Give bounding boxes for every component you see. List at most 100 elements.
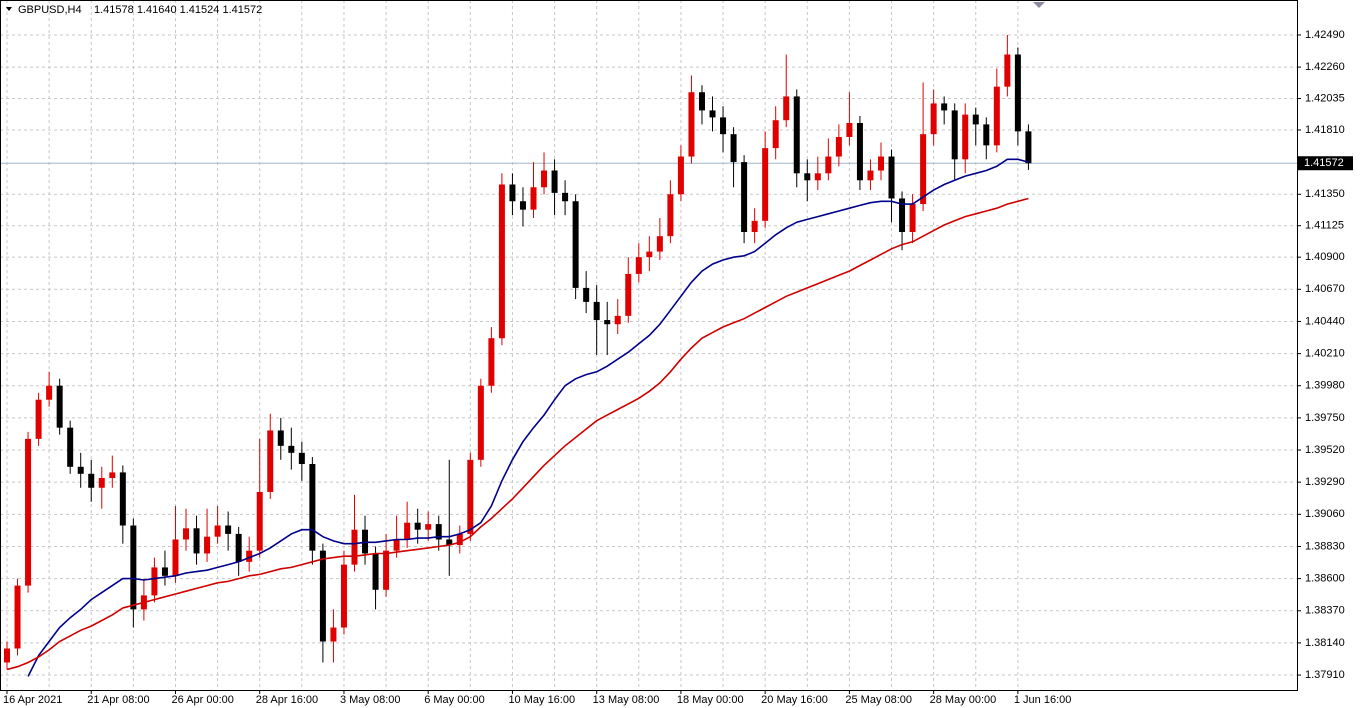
candle-body (4, 648, 10, 663)
candle-body (899, 198, 906, 233)
menu-arrow[interactable] (6, 7, 12, 11)
candle-body (1004, 54, 1011, 87)
candle-body (530, 187, 537, 210)
candle-body (56, 385, 63, 428)
candle-body (246, 550, 253, 562)
moving-average (6, 197, 1029, 671)
x-tick-label: 13 May 08:00 (593, 694, 660, 706)
candle-body (962, 114, 969, 160)
candle-body (856, 122, 863, 181)
candle-body (867, 170, 874, 181)
candle-body (625, 273, 632, 316)
candle-body (972, 114, 979, 125)
candle-body (846, 122, 853, 137)
candle-body (730, 134, 737, 163)
candle-body (151, 567, 158, 596)
candle-body (183, 528, 190, 540)
candle-body (35, 399, 42, 439)
candle-body (793, 96, 800, 174)
candle-body (193, 528, 200, 554)
y-tick-label: 1.38140 (1305, 637, 1345, 649)
moving-average (27, 158, 1029, 677)
y-tick-label: 1.39060 (1305, 508, 1345, 520)
y-tick-label: 1.38830 (1305, 540, 1345, 552)
candle-body (930, 103, 937, 135)
y-tick-label: 1.37910 (1305, 669, 1345, 681)
candle-body (667, 194, 674, 237)
candle-body (435, 524, 442, 540)
candle-body (519, 201, 526, 210)
candle-body (993, 86, 1000, 146)
plot-frame (0, 0, 1298, 691)
candle-body (298, 452, 305, 465)
price-tag (1297, 156, 1353, 171)
x-tick-label: 10 May 16:00 (508, 694, 575, 706)
y-tick-label: 1.39980 (1305, 380, 1345, 392)
candle-body (941, 103, 948, 111)
candle-body (498, 184, 505, 339)
candle-body (393, 539, 400, 551)
candle-body (583, 287, 590, 302)
y-tick-label: 1.40900 (1305, 251, 1345, 263)
candle-body (877, 156, 884, 171)
candle-body (909, 204, 916, 233)
candle-body (635, 257, 642, 274)
candle-body (446, 539, 453, 546)
candle-body (888, 156, 895, 199)
candle-body (109, 472, 116, 478)
candle-body (762, 148, 769, 221)
candle-body (614, 315, 621, 325)
candle-body (319, 550, 326, 642)
x-tick-label: 28 Apr 16:00 (256, 694, 318, 706)
y-tick-label: 1.40210 (1305, 348, 1345, 360)
y-tick-label: 1.41350 (1305, 188, 1345, 200)
candle-body (98, 477, 105, 488)
candle-body (541, 170, 548, 188)
x-tick-label: 1 Jun 16:00 (1014, 694, 1072, 706)
x-tick-label: 20 May 16:00 (761, 694, 828, 706)
candle-body (509, 184, 516, 202)
candle-body (772, 120, 779, 149)
candle-body (456, 533, 463, 546)
candle-body (77, 466, 84, 474)
price-tag-label: 1.41572 (1304, 157, 1344, 169)
candle-body (414, 522, 421, 530)
candle-body (46, 385, 53, 400)
candle-body (67, 427, 74, 467)
x-tick-label: 3 May 08:00 (340, 694, 401, 706)
candle-body (214, 525, 221, 537)
candle-body (172, 539, 179, 576)
y-tick-label: 1.38370 (1305, 605, 1345, 617)
candle-body (920, 134, 927, 205)
candle-body (835, 136, 842, 157)
candle-body (688, 92, 695, 157)
candle-body (161, 567, 168, 576)
candle-body (741, 162, 748, 233)
candle-body (825, 156, 832, 174)
y-tick-label: 1.40670 (1305, 283, 1345, 295)
y-tick-label: 1.41810 (1305, 124, 1345, 136)
x-tick-label: 28 May 00:00 (930, 694, 997, 706)
candle-body (130, 525, 137, 610)
candle-body (804, 173, 811, 181)
candle-body (1014, 54, 1021, 132)
y-tick-label: 1.42260 (1305, 61, 1345, 73)
shift-marker[interactable] (1033, 2, 1045, 8)
candle-body (709, 110, 716, 118)
candle-body (25, 438, 32, 586)
candle-body (677, 156, 684, 195)
y-tick-label: 1.42490 (1305, 29, 1345, 41)
candle-body (351, 529, 358, 565)
candle-body (698, 92, 705, 111)
x-tick-label: 21 Apr 08:00 (87, 694, 149, 706)
candle-body (551, 170, 558, 193)
x-tick-label: 18 May 00:00 (677, 694, 744, 706)
candle-body (235, 533, 242, 562)
candle-body (372, 553, 379, 590)
candle-body (204, 536, 211, 554)
candle-body (383, 550, 390, 590)
candle-body (814, 173, 821, 181)
x-tick-label: 6 May 00:00 (424, 694, 485, 706)
symbol: GBPUSD,H4 (18, 4, 82, 16)
